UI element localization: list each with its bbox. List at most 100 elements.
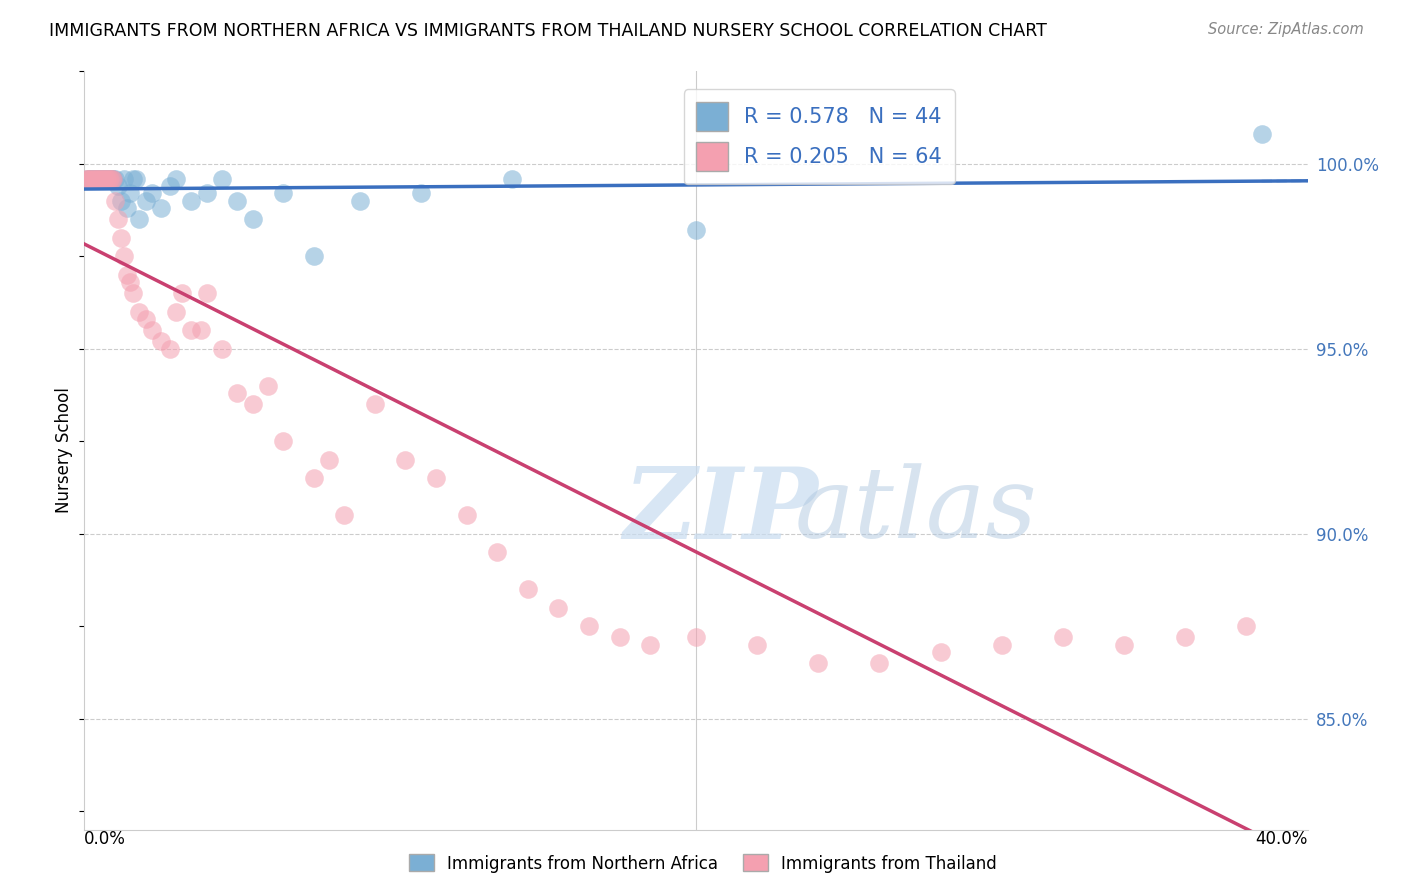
Y-axis label: Nursery School: Nursery School <box>55 387 73 514</box>
Point <box>807 656 830 670</box>
Point <box>364 397 387 411</box>
Point <box>110 194 132 208</box>
Point <box>195 286 218 301</box>
Point <box>97 171 120 186</box>
Point <box>103 171 125 186</box>
Point <box>122 171 145 186</box>
Point <box>104 194 127 208</box>
Text: IMMIGRANTS FROM NORTHERN AFRICA VS IMMIGRANTS FROM THAILAND NURSERY SCHOOL CORRE: IMMIGRANTS FROM NORTHERN AFRICA VS IMMIG… <box>49 22 1047 40</box>
Point <box>104 171 127 186</box>
Point <box>685 223 707 237</box>
Point <box>172 286 194 301</box>
Point <box>190 323 212 337</box>
Point <box>211 171 233 186</box>
Point <box>318 452 340 467</box>
Point <box>271 434 294 449</box>
Point <box>90 171 112 186</box>
Point <box>89 171 111 186</box>
Point <box>120 275 142 289</box>
Text: ZIP: ZIP <box>623 463 818 559</box>
Point <box>77 171 100 186</box>
Point <box>409 186 432 201</box>
Point <box>609 630 631 644</box>
Text: atlas: atlas <box>794 464 1038 558</box>
Point <box>180 194 202 208</box>
Point <box>165 305 187 319</box>
Point <box>98 171 121 186</box>
Point <box>93 171 115 186</box>
Point <box>77 171 100 186</box>
Point <box>302 471 325 485</box>
Point <box>79 171 101 186</box>
Point <box>211 342 233 356</box>
Point <box>638 638 661 652</box>
Point <box>141 323 163 337</box>
Point <box>96 171 118 186</box>
Point <box>685 630 707 644</box>
Point <box>159 179 181 194</box>
Point <box>84 171 107 186</box>
Point <box>75 171 97 186</box>
Point <box>1236 619 1258 633</box>
Point <box>929 645 952 659</box>
Point <box>991 638 1014 652</box>
Point <box>242 212 264 227</box>
Point <box>76 171 98 186</box>
Point <box>349 194 371 208</box>
Text: Source: ZipAtlas.com: Source: ZipAtlas.com <box>1208 22 1364 37</box>
Point <box>107 212 129 227</box>
Point <box>149 201 172 215</box>
Point <box>103 171 125 186</box>
Point <box>84 171 107 186</box>
Point <box>112 171 135 186</box>
Point <box>86 171 108 186</box>
Point <box>91 171 114 186</box>
Point <box>122 286 145 301</box>
Point <box>257 378 280 392</box>
Point <box>101 171 124 186</box>
Point <box>149 334 172 349</box>
Point <box>90 171 112 186</box>
Point <box>94 171 117 186</box>
Point <box>394 452 416 467</box>
Point <box>125 171 148 186</box>
Point <box>516 582 538 596</box>
Point <box>80 171 103 186</box>
Point <box>86 171 108 186</box>
Point <box>180 323 202 337</box>
Point <box>97 171 120 186</box>
Point <box>87 171 110 186</box>
Point <box>89 171 111 186</box>
Point <box>195 186 218 201</box>
Point <box>869 656 891 670</box>
Point <box>101 171 124 186</box>
Point <box>112 249 135 263</box>
Point <box>226 194 249 208</box>
Point <box>98 171 121 186</box>
Text: 40.0%: 40.0% <box>1256 830 1308 847</box>
Point <box>1052 630 1074 644</box>
Point <box>1250 127 1272 141</box>
Point <box>1174 630 1197 644</box>
Point <box>87 171 110 186</box>
Point <box>578 619 600 633</box>
Point <box>128 212 150 227</box>
Point <box>226 386 249 401</box>
Point <box>333 508 356 523</box>
Point <box>93 171 115 186</box>
Point <box>141 186 163 201</box>
Point <box>135 194 157 208</box>
Point <box>96 171 118 186</box>
Point <box>76 171 98 186</box>
Point <box>159 342 181 356</box>
Point <box>547 600 569 615</box>
Point <box>110 231 132 245</box>
Legend: R = 0.578   N = 44, R = 0.205   N = 64: R = 0.578 N = 44, R = 0.205 N = 64 <box>683 89 955 184</box>
Point <box>115 268 138 282</box>
Point <box>425 471 447 485</box>
Point <box>128 305 150 319</box>
Point <box>165 171 187 186</box>
Point <box>486 545 509 559</box>
Point <box>107 179 129 194</box>
Point <box>79 171 101 186</box>
